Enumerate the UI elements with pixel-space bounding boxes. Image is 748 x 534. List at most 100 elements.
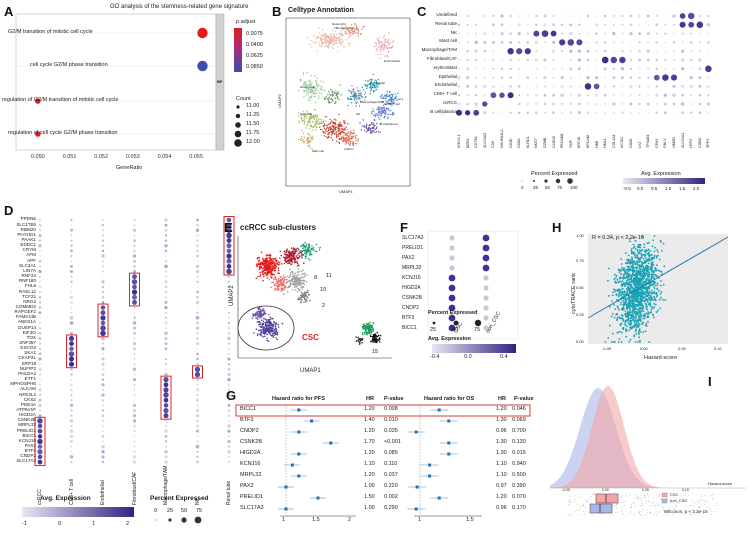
umap-b-point [393, 98, 395, 100]
h-point [656, 264, 658, 267]
c-dot [655, 67, 658, 70]
h-point [647, 258, 650, 261]
d-dot [196, 218, 199, 222]
h-point [651, 307, 654, 309]
d-pct-1: 25 [167, 508, 174, 514]
pfs-hr-value: 1.00 [364, 505, 375, 511]
umap-b-point [349, 35, 352, 37]
umap-b-point [382, 107, 384, 109]
c-dot [567, 39, 575, 46]
umap-b-point [306, 110, 308, 112]
c-dot [655, 41, 659, 44]
umap-b-point [390, 93, 392, 96]
c-dot [534, 58, 538, 62]
umap-b-point [392, 102, 394, 104]
d-gene-label: ETF1 [24, 376, 36, 382]
umap-b-point [326, 127, 328, 129]
c-dot [629, 23, 633, 27]
c-dot [458, 67, 460, 70]
umap-b-point [396, 92, 399, 95]
f-gene-label: HIGD2A [402, 285, 421, 291]
h-point [652, 276, 655, 278]
umap-b-point [362, 119, 364, 121]
umap-b-point [344, 132, 347, 135]
umap-b-point [329, 118, 331, 121]
d-dot [38, 326, 42, 330]
d-dot [69, 455, 74, 459]
umap-e-point [278, 284, 281, 287]
os-hr-point [447, 452, 451, 456]
umap-b-point [378, 107, 380, 109]
c-dot [612, 102, 616, 106]
d-dot [196, 352, 199, 356]
c-row-label: NK [450, 29, 457, 35]
umap-e-point [376, 341, 378, 343]
f-dot-csc [449, 235, 455, 241]
c-dot [457, 102, 461, 106]
umap-e-point [296, 262, 299, 265]
umap-b-point [306, 142, 308, 144]
umap-b-point [377, 43, 380, 45]
h-point [615, 274, 618, 277]
umap-b-point [377, 112, 380, 114]
c-dot [561, 59, 563, 61]
forest-plot [235, 404, 531, 517]
d-dot [228, 291, 230, 293]
umap-e-point [273, 273, 275, 276]
h-point [649, 266, 652, 269]
umap-b-point [317, 118, 319, 120]
umap-e-point [307, 257, 310, 260]
h-point [650, 311, 652, 313]
h-point [657, 251, 659, 253]
h-point [645, 307, 648, 310]
c-dot [483, 59, 486, 61]
c-dot [509, 14, 513, 18]
umap-b-point [327, 42, 330, 44]
h-point [662, 242, 665, 245]
h-point [614, 277, 617, 279]
umap-b-point [302, 119, 304, 122]
umap-b-point [325, 128, 327, 131]
h-point [612, 291, 614, 294]
umap-b-point [303, 87, 305, 89]
h-point [621, 331, 623, 334]
c-dot [490, 92, 497, 99]
umap-e-point [357, 339, 359, 342]
umap-b-point [382, 104, 385, 107]
d-dot [132, 274, 137, 280]
h-point [661, 249, 663, 252]
umap-e-point [287, 260, 289, 262]
h-point [615, 281, 618, 284]
pfs-tick-15: 1.5 [312, 517, 320, 523]
h-point [632, 269, 634, 272]
h-point [628, 341, 631, 343]
umap-b-point [309, 112, 311, 115]
c-dot [569, 85, 573, 88]
umap-e-point [264, 332, 266, 335]
umap-b-point [316, 119, 319, 122]
c-dot [672, 102, 676, 106]
f-pct-dot [432, 321, 436, 325]
h-point [639, 246, 642, 249]
h-point [635, 304, 638, 307]
umap-e-point [266, 333, 268, 336]
umap-b-point [333, 92, 336, 94]
c-dot [534, 102, 538, 106]
ccrcc-umap [237, 236, 392, 359]
umap-e-point [291, 261, 294, 263]
c-dot [681, 111, 685, 115]
cluster-label-epi: Epithelial [300, 112, 313, 116]
umap-b-point [330, 131, 332, 133]
umap-b-point [352, 32, 355, 34]
h-point [633, 277, 635, 280]
h-point [636, 319, 639, 322]
h-point [655, 311, 658, 314]
umap-b-point [331, 124, 334, 127]
umap-b-point [353, 94, 356, 96]
umap-b-point [335, 40, 337, 42]
umap-b-point [339, 121, 341, 124]
c-dot [576, 39, 583, 46]
h-point [637, 264, 640, 267]
h-ytick-2: 0.50 [576, 285, 584, 290]
umap-b-point [355, 31, 357, 34]
